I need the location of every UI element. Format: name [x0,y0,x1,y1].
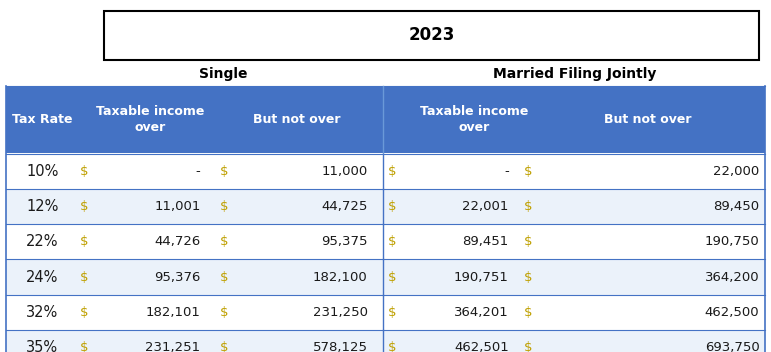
Text: -: - [196,165,200,178]
Text: 10%: 10% [26,164,59,179]
Bar [6,259,765,295]
Text: $: $ [524,200,533,213]
Text: 89,451: 89,451 [463,235,509,248]
Text: 11,001: 11,001 [154,200,200,213]
Text: But not over: But not over [253,113,341,126]
Text: $: $ [220,271,228,283]
Text: 95,375: 95,375 [322,235,368,248]
Text: 462,500: 462,500 [705,306,759,319]
Text: 24%: 24% [26,270,59,284]
Bar [6,224,765,259]
Text: 190,751: 190,751 [454,271,509,283]
Bar [104,11,759,60]
Text: 231,250: 231,250 [313,306,368,319]
Bar [6,330,765,352]
Text: 2023: 2023 [409,26,455,44]
Text: -: - [504,165,509,178]
Text: $: $ [388,235,396,248]
Text: $: $ [220,235,228,248]
Text: $: $ [524,341,533,352]
Text: 35%: 35% [26,340,59,352]
Text: $: $ [79,165,88,178]
Text: 22,001: 22,001 [463,200,509,213]
Text: 11,000: 11,000 [322,165,368,178]
Text: 578,125: 578,125 [313,341,368,352]
Text: $: $ [388,200,396,213]
Text: $: $ [79,200,88,213]
Text: $: $ [79,235,88,248]
Text: 182,100: 182,100 [313,271,368,283]
Text: 693,750: 693,750 [705,341,759,352]
Text: Taxable income
over: Taxable income over [96,106,204,134]
Text: $: $ [524,235,533,248]
Text: 364,201: 364,201 [454,306,509,319]
Text: 22,000: 22,000 [713,165,759,178]
Text: 190,750: 190,750 [705,235,759,248]
Text: $: $ [388,271,396,283]
Text: 44,726: 44,726 [154,235,200,248]
Text: $: $ [79,306,88,319]
Text: 12%: 12% [26,199,59,214]
Bar [6,295,765,330]
Text: 462,501: 462,501 [454,341,509,352]
Text: But not over: But not over [604,113,692,126]
Text: 182,101: 182,101 [146,306,200,319]
Text: $: $ [524,165,533,178]
Text: $: $ [220,165,228,178]
Text: Tax Rate: Tax Rate [12,113,72,126]
Bar [6,154,765,189]
Text: $: $ [524,306,533,319]
Text: $: $ [220,341,228,352]
Text: Married Filing Jointly: Married Filing Jointly [493,67,656,81]
Text: $: $ [388,165,396,178]
Text: 231,251: 231,251 [146,341,200,352]
Text: 364,200: 364,200 [705,271,759,283]
Text: $: $ [524,271,533,283]
Text: $: $ [220,200,228,213]
Text: 95,376: 95,376 [154,271,200,283]
Text: 44,725: 44,725 [322,200,368,213]
Text: $: $ [220,306,228,319]
Text: $: $ [79,341,88,352]
Text: Taxable income
over: Taxable income over [420,106,528,134]
Bar [6,86,765,153]
Text: 22%: 22% [26,234,59,249]
Bar [6,189,765,224]
Text: Single: Single [200,67,247,81]
Text: $: $ [388,306,396,319]
Text: $: $ [388,341,396,352]
Text: $: $ [79,271,88,283]
Text: 89,450: 89,450 [713,200,759,213]
Text: 32%: 32% [26,305,59,320]
